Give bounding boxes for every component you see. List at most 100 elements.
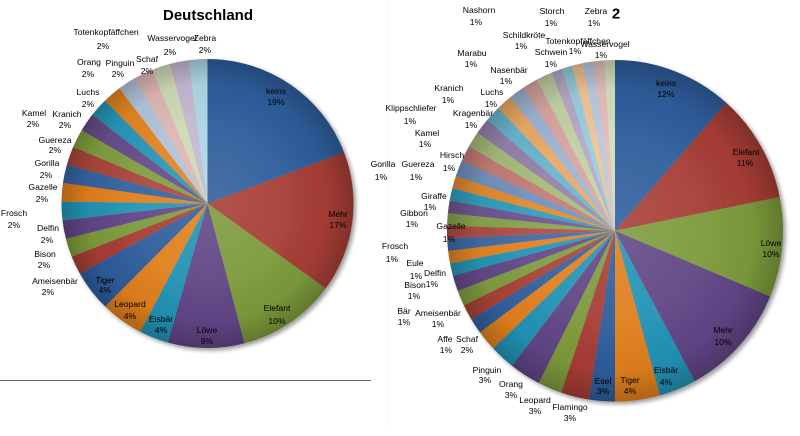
svg-text:Wasservogel: Wasservogel — [580, 39, 629, 49]
svg-text:Kamel: Kamel — [415, 128, 439, 138]
svg-text:Mehr: Mehr — [328, 209, 348, 219]
svg-text:Luchs: Luchs — [481, 87, 504, 97]
svg-text:Elefant: Elefant — [264, 303, 291, 313]
svg-text:1%: 1% — [404, 116, 417, 126]
svg-text:Orang: Orang — [499, 379, 523, 389]
svg-text:2: 2 — [612, 6, 620, 23]
svg-text:1%: 1% — [588, 18, 601, 28]
svg-text:1%: 1% — [386, 254, 399, 264]
svg-text:1%: 1% — [442, 95, 455, 105]
svg-text:Flamingo: Flamingo — [552, 402, 588, 412]
svg-text:4%: 4% — [660, 377, 673, 387]
svg-text:4%: 4% — [99, 285, 112, 295]
svg-text:Orang: Orang — [77, 57, 101, 67]
svg-text:1%: 1% — [424, 202, 437, 212]
svg-text:Delfin: Delfin — [424, 268, 446, 278]
svg-text:Nashorn: Nashorn — [463, 5, 496, 15]
svg-text:1%: 1% — [440, 345, 453, 355]
svg-text:Frosch: Frosch — [1, 208, 27, 218]
svg-text:Gorilla: Gorilla — [371, 159, 396, 169]
svg-text:1%: 1% — [410, 172, 423, 182]
svg-text:2%: 2% — [59, 120, 72, 130]
svg-text:Bison: Bison — [404, 280, 426, 290]
svg-text:Kamel: Kamel — [22, 108, 46, 118]
svg-text:4%: 4% — [155, 325, 168, 335]
svg-text:Gorilla: Gorilla — [35, 158, 60, 168]
svg-text:3%: 3% — [564, 413, 577, 423]
svg-text:1%: 1% — [545, 18, 558, 28]
svg-text:Marabu: Marabu — [457, 48, 486, 58]
svg-text:Storch: Storch — [540, 6, 565, 16]
svg-text:Pinguin: Pinguin — [106, 58, 135, 68]
svg-text:keins: keins — [266, 86, 286, 96]
svg-text:Eisbär: Eisbär — [149, 314, 173, 324]
svg-text:2%: 2% — [82, 99, 95, 109]
svg-text:Kranich: Kranich — [52, 109, 81, 119]
svg-text:2%: 2% — [8, 220, 21, 230]
svg-text:Totenkopfäffchen: Totenkopfäffchen — [73, 27, 139, 37]
svg-text:1%: 1% — [569, 46, 582, 56]
svg-text:Frosch: Frosch — [382, 241, 408, 251]
svg-text:Leopard: Leopard — [519, 395, 551, 405]
svg-text:Esel: Esel — [595, 376, 612, 386]
svg-text:1%: 1% — [410, 271, 423, 281]
svg-text:Ameisenbär: Ameisenbär — [415, 308, 461, 318]
svg-text:Ameisenbär: Ameisenbär — [32, 276, 78, 286]
svg-text:Löwe: Löwe — [761, 238, 782, 248]
svg-text:Luchs: Luchs — [77, 87, 100, 97]
svg-text:1%: 1% — [485, 99, 498, 109]
svg-text:Elefant: Elefant — [733, 147, 760, 157]
svg-text:3%: 3% — [505, 390, 518, 400]
svg-text:Affe: Affe — [437, 334, 452, 344]
svg-text:Leopard: Leopard — [114, 299, 146, 309]
svg-text:Gibbon: Gibbon — [400, 208, 428, 218]
svg-text:12%: 12% — [657, 89, 675, 99]
svg-text:Zebra: Zebra — [194, 33, 217, 43]
svg-text:1%: 1% — [443, 234, 456, 244]
svg-text:2%: 2% — [141, 66, 154, 76]
svg-text:2%: 2% — [82, 69, 95, 79]
svg-text:2%: 2% — [42, 287, 55, 297]
svg-text:2%: 2% — [199, 45, 212, 55]
svg-text:2%: 2% — [112, 69, 125, 79]
svg-text:Delfin: Delfin — [37, 223, 59, 233]
svg-text:1%: 1% — [398, 317, 411, 327]
svg-text:2%: 2% — [36, 194, 49, 204]
svg-text:Schwein: Schwein — [535, 47, 568, 57]
svg-text:2%: 2% — [38, 260, 51, 270]
svg-text:1%: 1% — [375, 172, 388, 182]
svg-text:Kragenbär: Kragenbär — [453, 108, 493, 118]
svg-text:Tiger: Tiger — [620, 375, 639, 385]
svg-text:Schaf: Schaf — [456, 334, 479, 344]
svg-text:Giraffe: Giraffe — [421, 191, 447, 201]
svg-text:10%: 10% — [714, 337, 732, 347]
svg-text:Gazelle: Gazelle — [436, 221, 465, 231]
svg-text:10%: 10% — [268, 316, 286, 326]
svg-text:11%: 11% — [737, 158, 754, 168]
svg-text:Nasenbär: Nasenbär — [490, 65, 527, 75]
svg-text:2%: 2% — [97, 41, 110, 51]
svg-text:1%: 1% — [406, 219, 419, 229]
svg-text:2%: 2% — [40, 170, 53, 180]
svg-text:Tiger: Tiger — [95, 275, 114, 285]
svg-text:Deutschland: Deutschland — [163, 7, 253, 24]
svg-text:2%: 2% — [27, 119, 40, 129]
svg-text:1%: 1% — [426, 279, 439, 289]
svg-text:2%: 2% — [164, 47, 177, 57]
svg-text:Wasservogel: Wasservogel — [147, 33, 196, 43]
svg-text:4%: 4% — [624, 386, 637, 396]
svg-text:Guereza: Guereza — [402, 159, 435, 169]
svg-text:2%: 2% — [461, 345, 474, 355]
svg-text:Klippschliefer: Klippschliefer — [385, 103, 436, 113]
svg-text:Bär: Bär — [397, 306, 411, 316]
svg-text:Mehr: Mehr — [713, 325, 733, 335]
svg-text:2%: 2% — [41, 235, 54, 245]
svg-text:1%: 1% — [443, 163, 456, 173]
svg-text:1%: 1% — [465, 120, 478, 130]
svg-text:4%: 4% — [124, 311, 137, 321]
svg-text:3%: 3% — [597, 386, 610, 396]
svg-text:1%: 1% — [465, 59, 478, 69]
svg-text:Eule: Eule — [406, 258, 423, 268]
svg-text:1%: 1% — [419, 139, 432, 149]
svg-text:1%: 1% — [432, 319, 445, 329]
